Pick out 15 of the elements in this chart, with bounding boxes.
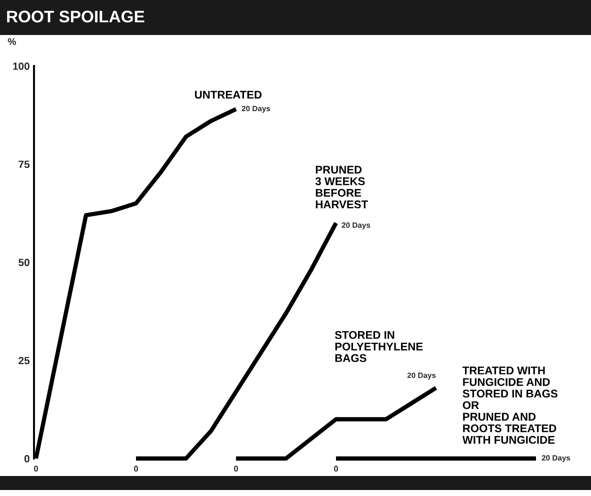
text: STORED IN POLYETHYLENE BAGS (334, 331, 423, 362)
series-label: UNTREATED (195, 90, 262, 99)
y-tick-label: 100 (13, 62, 30, 70)
y-tick-label: 25 (18, 356, 30, 364)
chart-title: ROOT SPOILAGE (7, 10, 144, 22)
y-axis-title: % (8, 38, 16, 46)
series-label: TREATED WITH FUNGICIDE AND STORED IN BAGS OR PRUNED AND ROOTS TREATED WITH FUNGICIDE (462, 366, 558, 444)
y-tick-label: 0 (24, 455, 30, 462)
x-tick-label: 0 (34, 466, 38, 472)
x-tick-label: 0 (134, 466, 138, 472)
x-tick-label: 0 (334, 466, 338, 472)
y-tick-label: 75 (18, 160, 30, 168)
y-tick-label: 50 (18, 258, 30, 266)
x-tick-label: 0 (234, 466, 238, 472)
text: PRUNED 3 WEEKS BEFORE HARVEST (315, 166, 368, 208)
